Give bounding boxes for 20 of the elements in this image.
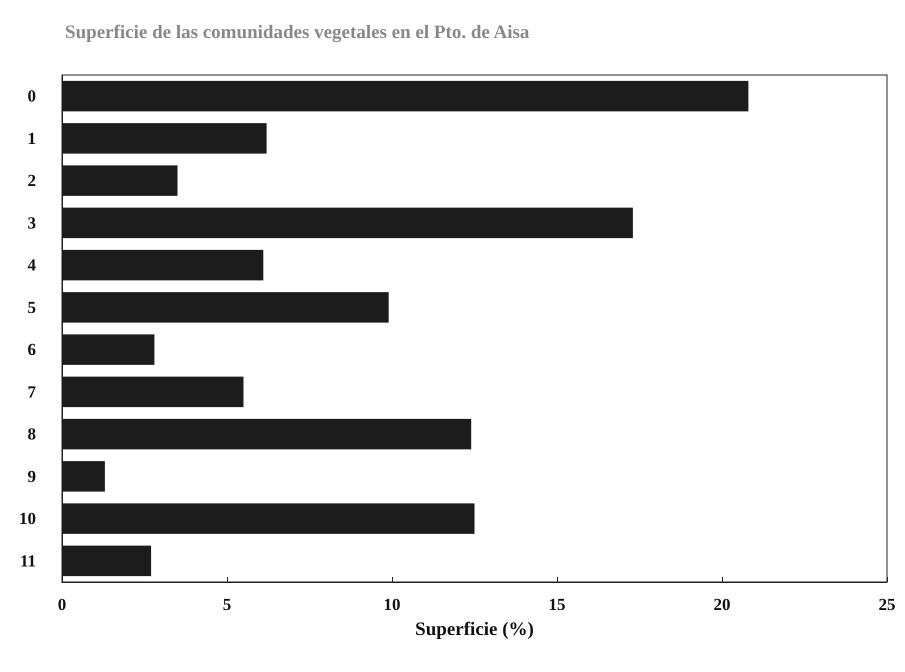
x-tick-label: 20 (714, 595, 730, 614)
y-tick-label: 9 (28, 466, 36, 486)
y-tick-label: 2 (28, 171, 36, 190)
x-tick-label: 10 (384, 595, 400, 614)
x-tick-label: 5 (222, 595, 232, 614)
y-tick-label: 6 (28, 340, 36, 360)
y-tick-label: 8 (28, 424, 36, 444)
x-tick-label: 15 (548, 595, 566, 614)
y-tick-label: 7 (28, 382, 36, 402)
chart-title: Superficie de las comunidades vegetales en el Pto. de Aisa (65, 22, 530, 43)
x-axis-title: Superficie (%) (415, 619, 534, 640)
y-tick-label: 3 (28, 213, 36, 232)
y-tick-label: 11 (20, 551, 36, 570)
y-tick-label: 1 (28, 128, 36, 148)
y-tick-label: 10 (19, 509, 36, 528)
y-tick-label: 5 (28, 298, 36, 317)
x-tick-label: 0 (58, 595, 66, 614)
y-tick-label: 4 (28, 256, 36, 275)
x-tick-label: 25 (878, 595, 896, 614)
y-tick-label: 0 (28, 86, 36, 106)
